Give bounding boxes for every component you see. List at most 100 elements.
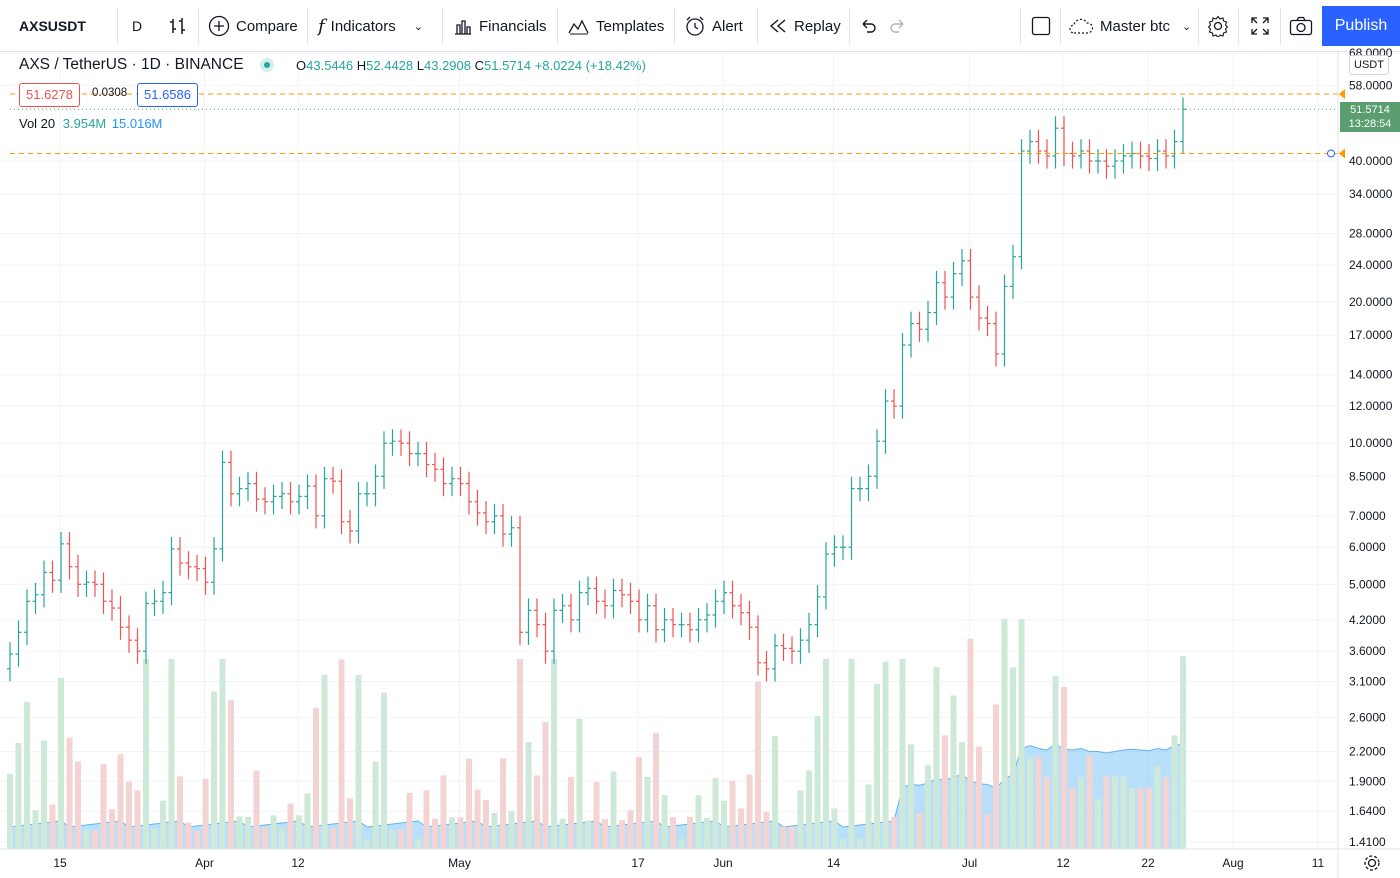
price-bar <box>279 481 285 510</box>
undo-button[interactable] <box>859 8 877 44</box>
volume-bar <box>780 826 787 849</box>
time-tick-label: 12 <box>291 856 305 870</box>
price-bar <box>143 591 149 664</box>
volume-bar <box>610 771 617 849</box>
divider <box>198 8 199 44</box>
interval-button[interactable]: D <box>132 18 143 34</box>
price-bar <box>1103 149 1110 179</box>
volume-bar <box>653 732 659 849</box>
volume-bar <box>1035 757 1042 849</box>
volume-bar <box>874 683 880 849</box>
axis-settings-icon[interactable] <box>1364 855 1380 871</box>
last-price-tag: 51.5714 13:28:54 <box>1340 102 1400 132</box>
volume-bar <box>253 770 260 849</box>
price-bar <box>831 535 838 567</box>
volume-legend[interactable]: Vol 20 3.954M 15.016M <box>19 116 162 131</box>
volume-bar <box>491 812 498 849</box>
volume-bar <box>542 721 549 849</box>
ohlc-values: O43.5446 H52.4428 L43.2908 C51.5714 +8.0… <box>296 58 646 73</box>
price-bar <box>551 598 557 664</box>
volume-bar <box>423 790 430 849</box>
divider <box>1280 8 1281 44</box>
indicators-button[interactable]: f Indicators ⌄ <box>318 8 423 44</box>
top-toolbar: AXSUSDT D Compare f Indicators ⌄ Financi… <box>0 0 1400 52</box>
financials-button[interactable]: Financials <box>453 8 547 44</box>
alert-button[interactable]: Alert <box>684 8 743 44</box>
price-bar <box>908 311 914 358</box>
bars-icon <box>170 18 185 34</box>
volume-bar <box>857 839 863 849</box>
price-bar <box>474 489 481 526</box>
volume-bar <box>415 839 421 849</box>
templates-button[interactable]: Templates <box>568 8 664 44</box>
snapshot-button[interactable] <box>1289 8 1313 44</box>
price-bar <box>1120 144 1127 174</box>
price-tick-label: 58.0000 <box>1349 78 1393 92</box>
redo-button[interactable] <box>889 8 907 44</box>
price-bar <box>1137 141 1144 169</box>
compare-button[interactable]: Compare <box>208 8 298 44</box>
price-tick-label: 5.0000 <box>1349 577 1386 591</box>
volume-bar <box>41 740 47 849</box>
price-bar <box>806 612 812 653</box>
price-bar <box>330 466 336 494</box>
volume-bar <box>432 818 438 849</box>
price-bar <box>347 509 353 544</box>
volume-bar <box>296 815 302 849</box>
select-drawing-button[interactable] <box>1031 8 1051 44</box>
price-bar <box>236 476 243 507</box>
price-bar <box>109 589 115 621</box>
alarm-clock-icon <box>686 16 704 36</box>
sell-button[interactable]: 51.6278 <box>19 83 80 107</box>
buy-button[interactable]: 51.6586 <box>137 83 198 107</box>
settings-button[interactable] <box>1207 8 1229 44</box>
time-tick-label: 14 <box>827 856 841 870</box>
volume-bar <box>661 795 668 849</box>
time-tick-label: Jun <box>713 856 732 870</box>
price-bar <box>32 582 39 614</box>
volume-bar <box>24 701 30 849</box>
symbol-legend[interactable]: AXS / TetherUS · 1D · BINANCE <box>19 56 274 74</box>
close-label: C <box>474 58 485 73</box>
volume-bar <box>381 692 387 849</box>
layout-name: Master btc <box>1100 17 1171 35</box>
price-bar <box>304 474 311 510</box>
compare-label: Compare <box>236 17 298 35</box>
price-axis[interactable]: 1.4100 1.6400 1.9000 2.2000 2.6000 3.1000 3.60… <box>1349 46 1393 849</box>
volume-bar <box>1001 619 1008 849</box>
publish-button[interactable]: Publish <box>1322 6 1400 46</box>
price-tick-label: 4.2000 <box>1349 613 1386 627</box>
price-bar <box>542 612 549 664</box>
volume-bar <box>551 659 557 849</box>
price-bar <box>219 450 226 562</box>
volume-bar <box>593 782 600 849</box>
volume-bar <box>134 790 141 849</box>
price-bar <box>780 633 787 661</box>
low-value: 43.2908 <box>424 58 471 73</box>
volume-bar <box>908 744 914 849</box>
volume-bar <box>355 674 362 849</box>
volume-bar <box>1018 619 1025 849</box>
volume-bar <box>245 816 251 849</box>
price-bar <box>644 593 651 633</box>
volume-bar <box>729 780 736 849</box>
volume-bar <box>1171 735 1178 849</box>
time-axis[interactable]: 15 Apr 12 May 17 Jun 14 Jul 12 22 Aug 11 <box>53 856 1324 870</box>
volume-bar <box>670 817 676 849</box>
fullscreen-button[interactable] <box>1250 8 1270 44</box>
symbol-search[interactable]: AXSUSDT <box>19 18 86 34</box>
bar-style-button[interactable] <box>168 8 188 44</box>
price-bar <box>797 628 804 664</box>
price-bar <box>967 248 974 310</box>
price-bar <box>763 650 770 682</box>
replay-button[interactable]: Replay <box>768 8 841 44</box>
price-bar <box>423 441 430 478</box>
volume-bar <box>942 735 948 849</box>
price-bar <box>491 503 498 535</box>
volume-bar <box>49 804 56 849</box>
currency-label[interactable]: USDT <box>1349 55 1389 75</box>
price-bar <box>916 311 923 342</box>
price-tick-label: 17.0000 <box>1349 328 1393 342</box>
layout-menu[interactable]: Master btc ⌄ <box>1068 8 1191 44</box>
